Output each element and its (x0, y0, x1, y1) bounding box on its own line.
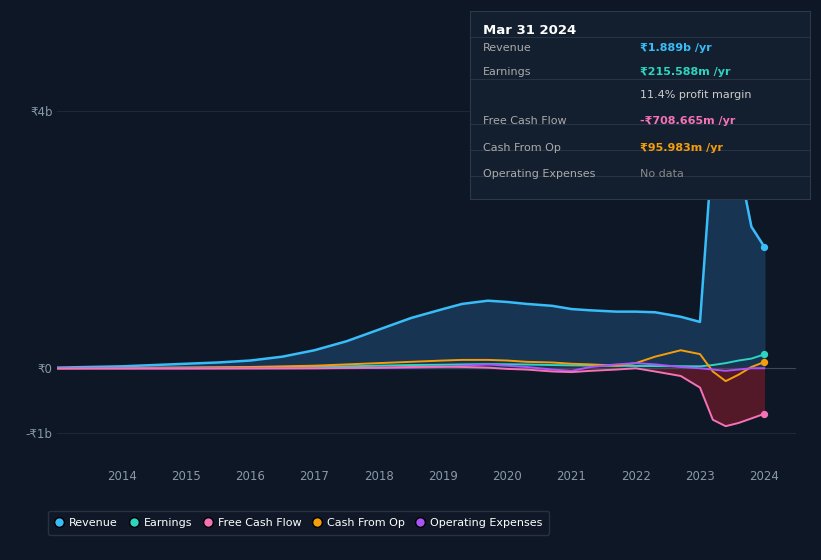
Text: 11.4% profit margin: 11.4% profit margin (640, 90, 751, 100)
Point (758, 350, 771, 359)
Text: Free Cash Flow: Free Cash Flow (484, 116, 566, 126)
Text: ₹1.889b /yr: ₹1.889b /yr (640, 43, 712, 53)
Text: No data: No data (640, 169, 684, 179)
Text: Earnings: Earnings (484, 68, 532, 77)
Text: ₹95.983m /yr: ₹95.983m /yr (640, 143, 723, 152)
Text: Mar 31 2024: Mar 31 2024 (484, 24, 576, 38)
Text: ₹215.588m /yr: ₹215.588m /yr (640, 68, 731, 77)
Text: Revenue: Revenue (484, 43, 532, 53)
Point (758, 358, 771, 367)
Point (758, 242, 771, 251)
Text: Cash From Op: Cash From Op (484, 143, 561, 152)
Point (758, 409, 771, 418)
Text: Operating Expenses: Operating Expenses (484, 169, 595, 179)
Legend: Revenue, Earnings, Free Cash Flow, Cash From Op, Operating Expenses: Revenue, Earnings, Free Cash Flow, Cash … (48, 511, 549, 535)
Text: -₹708.665m /yr: -₹708.665m /yr (640, 116, 736, 126)
